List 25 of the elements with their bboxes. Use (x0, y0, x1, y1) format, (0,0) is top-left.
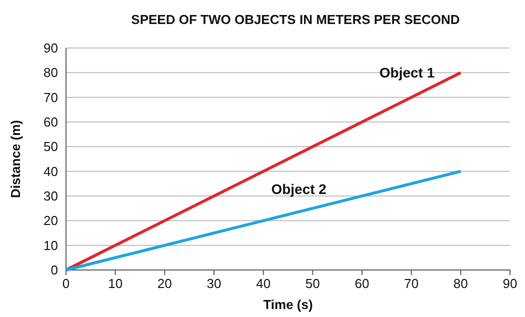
x-tick-label: 30 (206, 276, 222, 291)
x-axis-title: Time (s) (263, 297, 313, 312)
y-tick-label: 10 (44, 238, 58, 253)
y-tick-label: 80 (44, 65, 58, 80)
y-tick-label: 40 (44, 164, 58, 179)
series-label: Object 1 (379, 64, 435, 81)
x-tick-label: 20 (157, 276, 172, 291)
x-tick-label: 90 (502, 276, 518, 291)
x-tick-label: 50 (305, 276, 320, 291)
x-tick-label: 0 (62, 276, 70, 291)
x-tick-label: 80 (453, 276, 468, 291)
y-tick-label: 0 (50, 262, 58, 278)
x-tick-label: 60 (354, 276, 370, 291)
x-tick-label: 70 (404, 276, 419, 291)
chart-title: SPEED OF TWO OBJECTS IN METERS PER SECOND (131, 12, 460, 27)
y-tick-label: 60 (44, 114, 58, 130)
x-tick-label: 40 (256, 276, 271, 291)
y-axis-title: Distance (m) (8, 120, 23, 198)
series-label: Object 2 (271, 180, 327, 197)
y-tick-label: 70 (44, 90, 58, 105)
x-tick-label: 10 (108, 276, 123, 291)
y-tick-label: 50 (44, 139, 58, 154)
y-tick-label: 30 (44, 188, 58, 204)
y-tick-label: 90 (44, 40, 58, 56)
y-tick-label: 20 (44, 213, 58, 228)
